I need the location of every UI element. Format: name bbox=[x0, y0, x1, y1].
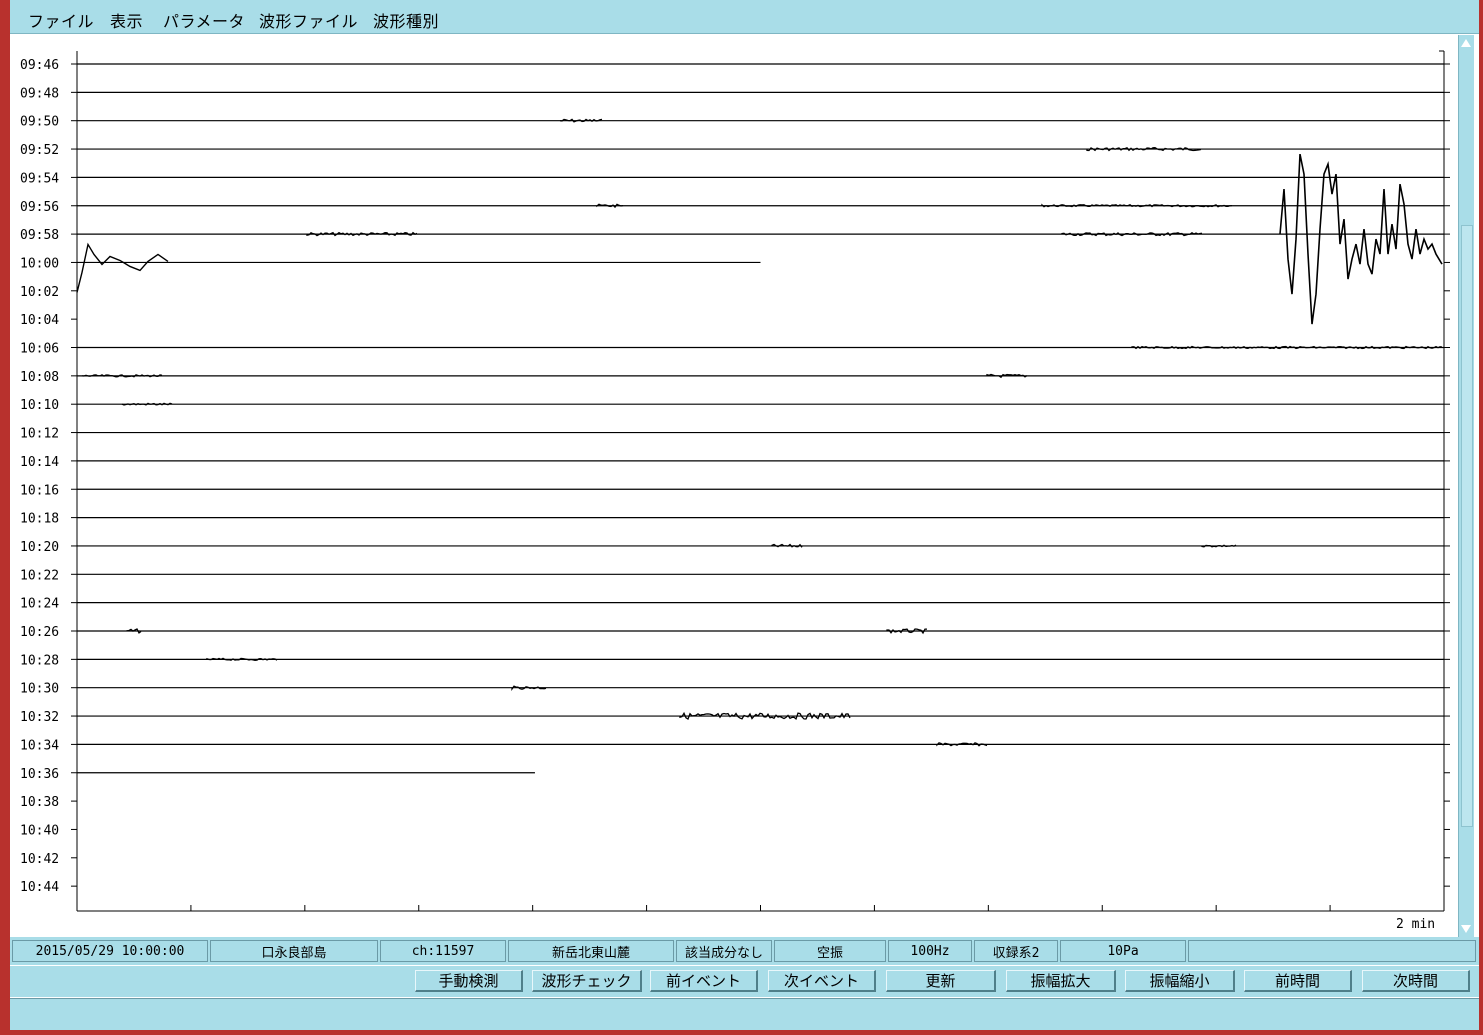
menu-waveform-type[interactable]: 波形種別 bbox=[373, 12, 440, 31]
menu-waveform-file[interactable]: 波形ファイル bbox=[259, 12, 359, 31]
trace-wiggle bbox=[1041, 203, 1233, 208]
menu-file[interactable]: ファイル bbox=[28, 12, 95, 31]
time-label: 10:22 bbox=[20, 568, 59, 583]
button-toolbar: 手動検測 波形チェック 前イベント 次イベント 更新 振幅拡大 振幅縮小 前時間… bbox=[10, 966, 1479, 997]
trace-wiggle bbox=[511, 685, 547, 692]
time-label: 10:04 bbox=[20, 313, 59, 328]
status-recorder: 収録系2 bbox=[974, 940, 1058, 962]
time-label: 09:52 bbox=[20, 143, 59, 158]
time-label: 09:56 bbox=[20, 200, 59, 215]
time-label: 10:08 bbox=[20, 370, 59, 385]
trace-wiggle bbox=[886, 628, 927, 635]
status-location: 新岳北東山麓 bbox=[508, 940, 674, 962]
time-label: 10:36 bbox=[20, 767, 59, 782]
time-label: 10:28 bbox=[20, 653, 59, 668]
trace-wiggle bbox=[126, 628, 142, 634]
status-scale: 10Pa bbox=[1060, 940, 1186, 962]
scale-label: 2 min bbox=[1396, 917, 1435, 932]
scroll-up-arrow-icon[interactable] bbox=[1461, 39, 1471, 47]
time-label: 10:12 bbox=[20, 427, 59, 442]
time-label: 10:00 bbox=[20, 256, 59, 271]
trace-wiggle bbox=[1086, 147, 1202, 152]
amplitude-down-button[interactable]: 振幅縮小 bbox=[1125, 970, 1235, 992]
time-label: 10:06 bbox=[20, 342, 59, 357]
prev-event-button[interactable]: 前イベント bbox=[650, 970, 758, 992]
menu-view[interactable]: 表示 bbox=[110, 12, 144, 31]
trace-wiggle bbox=[559, 118, 603, 123]
trace-wiggle bbox=[206, 657, 278, 661]
time-label: 09:58 bbox=[20, 228, 59, 243]
manual-detect-button[interactable]: 手動検測 bbox=[415, 970, 523, 992]
time-label: 09:50 bbox=[20, 115, 59, 130]
time-label: 10:20 bbox=[20, 540, 59, 555]
status-component: 該当成分なし bbox=[676, 940, 772, 962]
trace-wiggle bbox=[596, 203, 624, 209]
menu-parameters[interactable]: パラメータ bbox=[163, 12, 246, 31]
time-label: 10:18 bbox=[20, 512, 59, 527]
status-bar: 2015/05/29 10:00:00 口永良部島 ch:11597 新岳北東山… bbox=[10, 937, 1479, 965]
time-label: 10:44 bbox=[20, 880, 59, 895]
trace-wiggle bbox=[1061, 232, 1203, 237]
waveform-canvas: 09:46 09:48 09:50 09:52 09:54 09:56 09:58 10:00… bbox=[20, 50, 1450, 932]
vertical-scrollbar[interactable] bbox=[1458, 35, 1474, 937]
trace-wiggle bbox=[81, 374, 163, 378]
window-frame-right bbox=[1479, 0, 1483, 1035]
status-channel: ch:11597 bbox=[380, 940, 506, 962]
time-label: 10:40 bbox=[20, 823, 59, 838]
time-label: 10:24 bbox=[20, 597, 59, 612]
trace-wiggle bbox=[1131, 345, 1443, 350]
trace-wiggle bbox=[1201, 544, 1237, 548]
time-label: 09:54 bbox=[20, 171, 59, 186]
time-label: 10:32 bbox=[20, 710, 59, 725]
window-frame-bottom bbox=[0, 1030, 1483, 1035]
next-time-button[interactable]: 次時間 bbox=[1362, 970, 1470, 992]
trace-eruption-onset bbox=[76, 242, 169, 293]
menu-bar: ファイル 表示 パラメータ 波形ファイル 波形種別 bbox=[10, 0, 1479, 34]
trace-wiggle bbox=[936, 742, 988, 747]
trace-wiggle bbox=[306, 231, 418, 237]
status-extra bbox=[1188, 940, 1476, 962]
waveform-plot: 09:46 09:48 09:50 09:52 09:54 09:56 09:58 10:00… bbox=[12, 35, 1457, 935]
time-label: 10:10 bbox=[20, 398, 59, 413]
message-bar bbox=[10, 998, 1479, 1030]
time-label: 10:26 bbox=[20, 625, 59, 640]
time-label: 10:38 bbox=[20, 795, 59, 810]
time-label: 10:42 bbox=[20, 852, 59, 867]
time-label: 09:48 bbox=[20, 86, 59, 101]
trace-wiggle bbox=[986, 373, 1028, 379]
waveform-check-button[interactable]: 波形チェック bbox=[532, 970, 642, 992]
time-label: 10:16 bbox=[20, 483, 59, 498]
amplitude-up-button[interactable]: 振幅拡大 bbox=[1006, 970, 1116, 992]
time-label: 10:14 bbox=[20, 455, 59, 470]
time-label: 10:02 bbox=[20, 285, 59, 300]
refresh-button[interactable]: 更新 bbox=[886, 970, 996, 992]
status-station: 口永良部島 bbox=[210, 940, 378, 962]
trace-explosion-signal bbox=[1279, 153, 1443, 325]
trace-burst bbox=[679, 711, 851, 720]
scroll-thumb[interactable] bbox=[1461, 225, 1473, 827]
next-event-button[interactable]: 次イベント bbox=[768, 970, 876, 992]
time-label: 10:34 bbox=[20, 738, 59, 753]
trace-wiggle bbox=[121, 402, 173, 406]
scroll-down-arrow-icon[interactable] bbox=[1461, 925, 1471, 933]
trace-wiggle bbox=[771, 543, 803, 548]
status-type: 空振 bbox=[774, 940, 886, 962]
window-frame-left bbox=[0, 0, 10, 1035]
prev-time-button[interactable]: 前時間 bbox=[1244, 970, 1352, 992]
time-label: 10:30 bbox=[20, 682, 59, 697]
status-datetime: 2015/05/29 10:00:00 bbox=[12, 940, 208, 962]
status-sampling: 100Hz bbox=[888, 940, 972, 962]
time-label: 09:46 bbox=[20, 58, 59, 73]
